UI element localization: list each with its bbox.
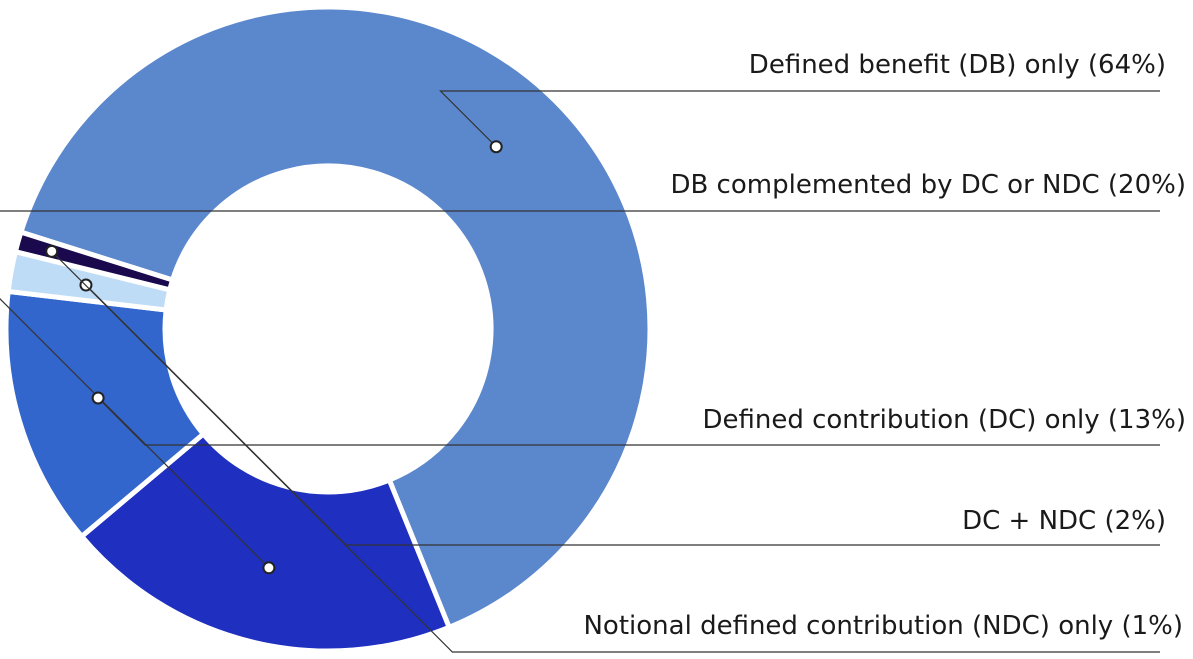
label-ndc-only: Notional defined contribution (NDC) only…: [583, 611, 1183, 641]
donut-slices: [3, 4, 653, 654]
leader-lines: [0, 90, 1160, 653]
label-db-complemented: DB complemented by DC or NDC (20%): [670, 170, 1186, 200]
label-dc-ndc: DC + NDC (2%): [962, 506, 1166, 536]
slice-db-complemented: [78, 430, 453, 654]
dot-db-only: [489, 140, 503, 154]
leader-db-complemented: [0, 210, 1160, 569]
dot-dc-only: [91, 391, 105, 405]
dot-db-complemented: [262, 561, 276, 575]
label-dc-only: Defined contribution (DC) only (13%): [702, 405, 1186, 435]
label-db-only: Defined benefit (DB) only (64%): [749, 50, 1166, 80]
leader-ndc-only: [51, 250, 1160, 653]
leader-dc-only: [97, 397, 1160, 446]
slice-db-only: [17, 4, 653, 631]
leader-db-only: [438, 90, 1160, 148]
dot-ndc-only: [45, 244, 59, 258]
